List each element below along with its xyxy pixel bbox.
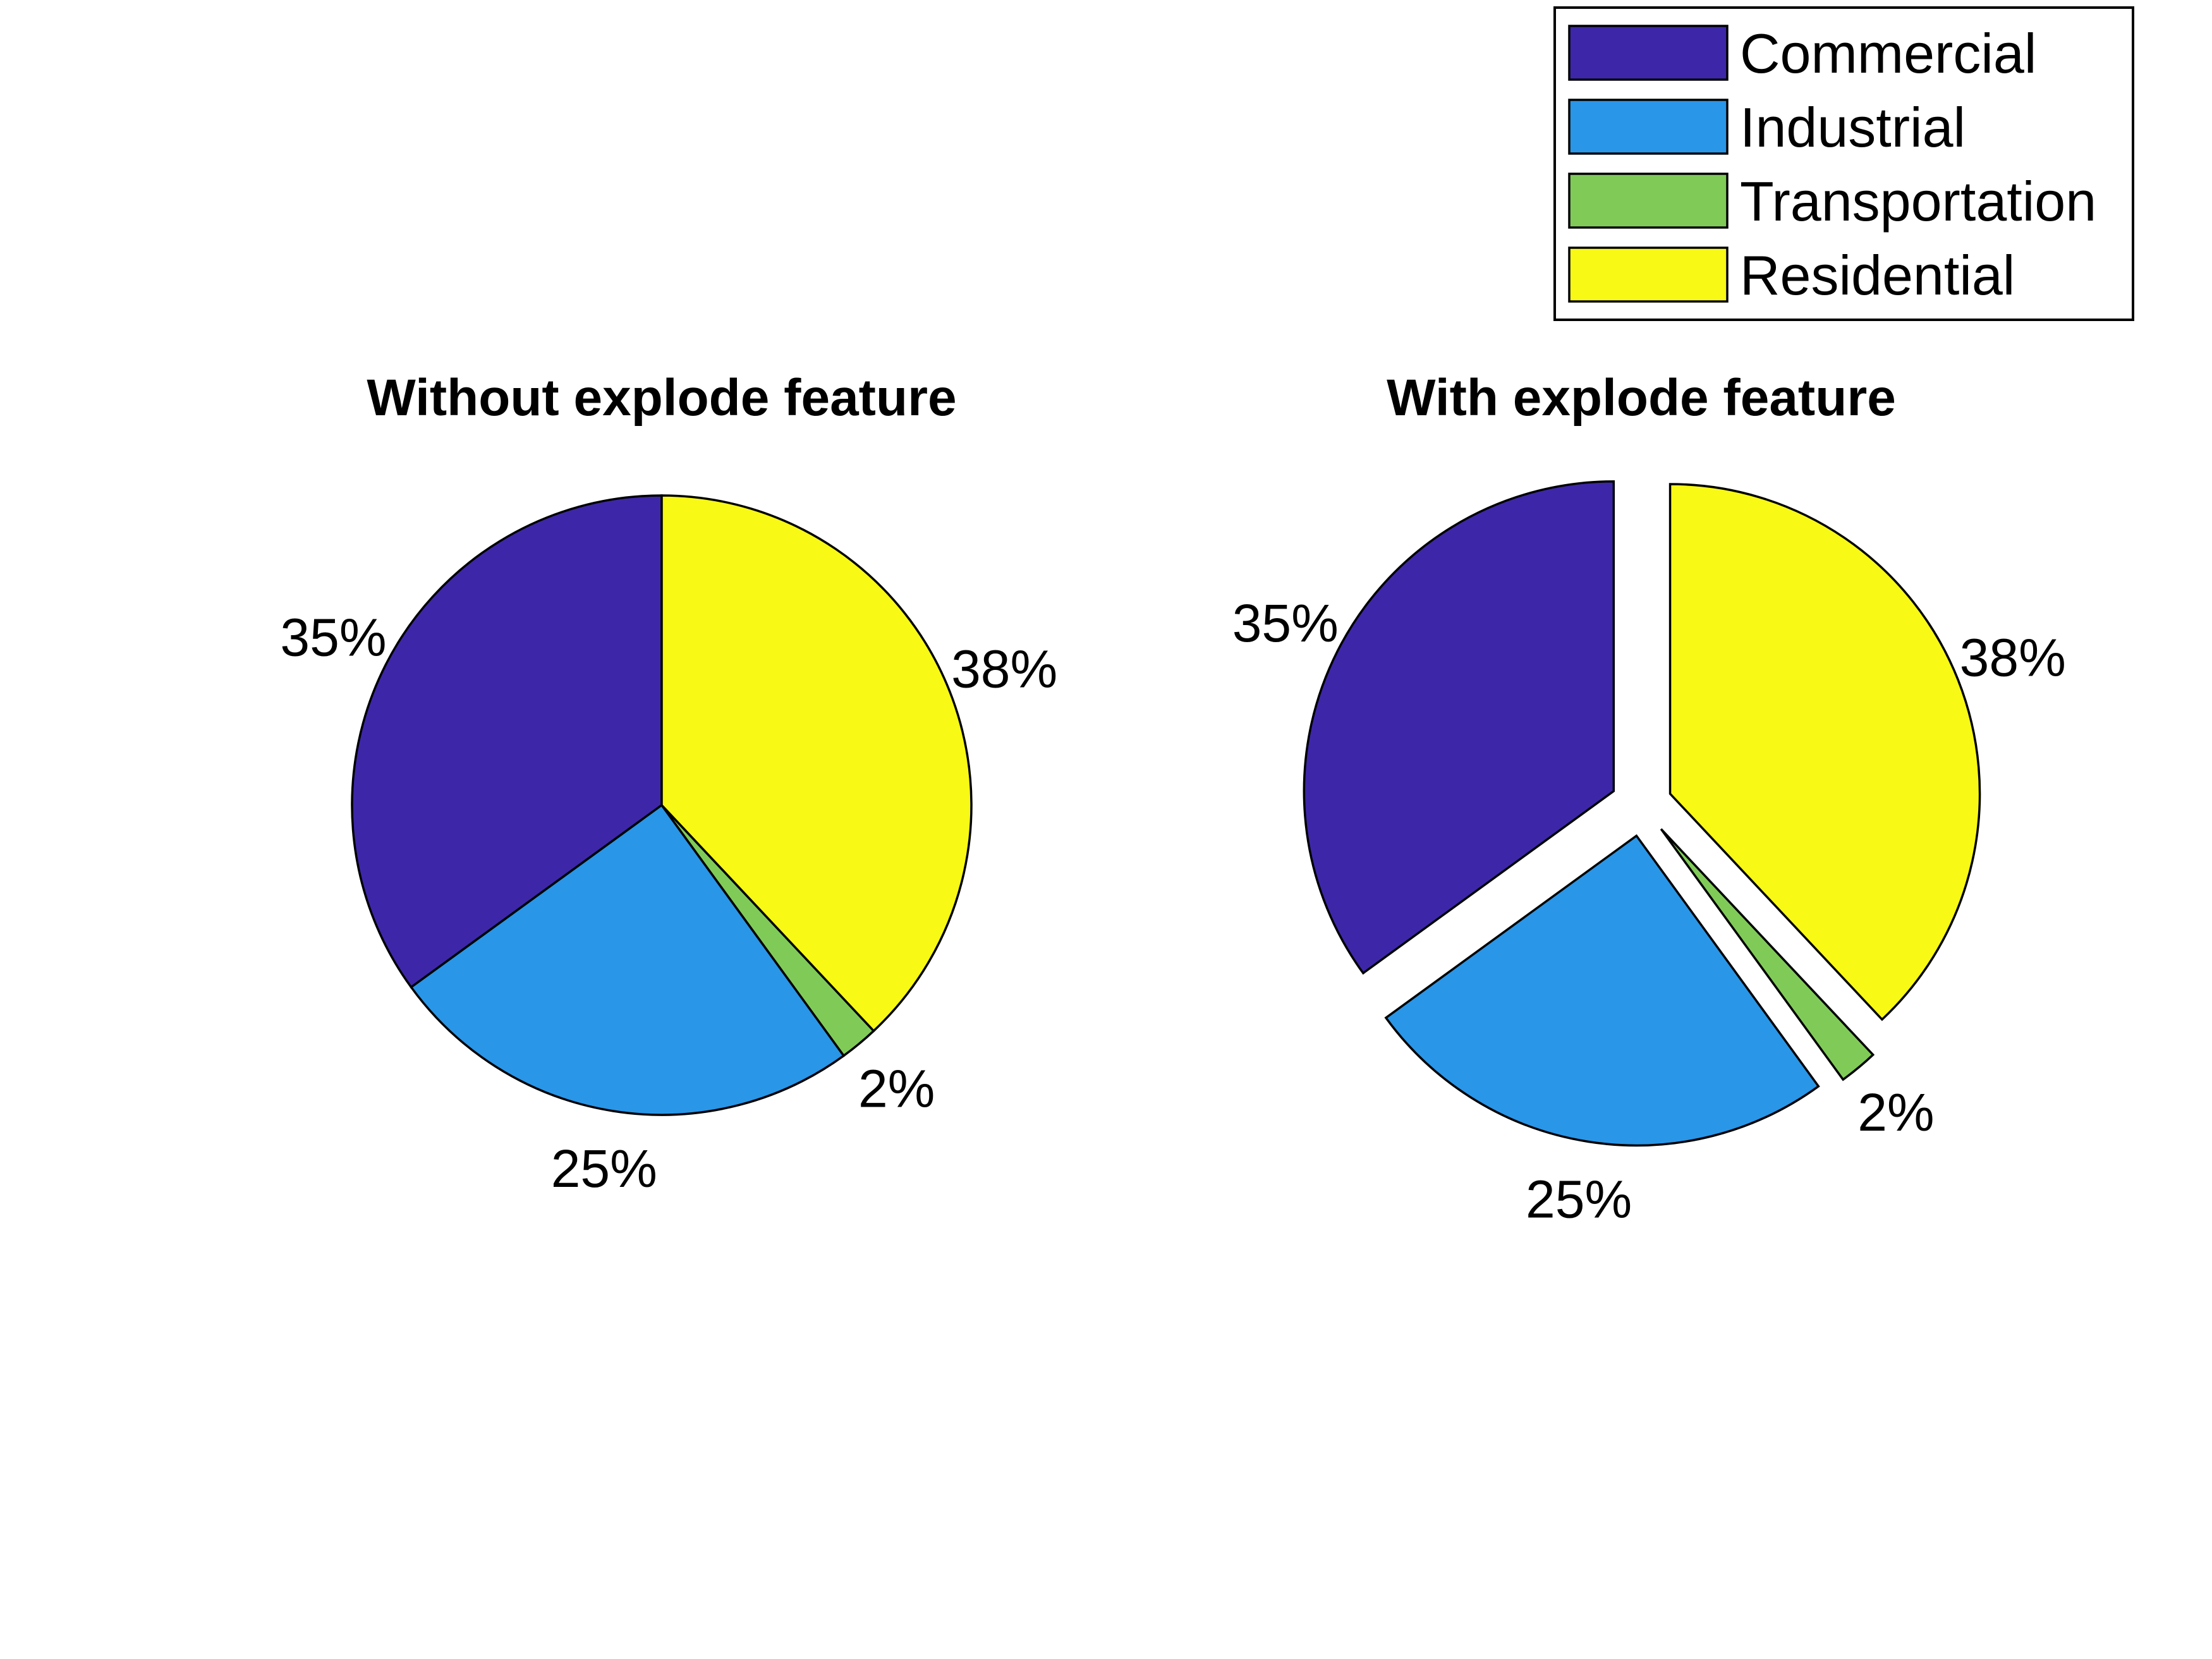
pie-label-residential: 38% (951, 639, 1057, 698)
chart-title-with-explode: With explode feature (1387, 369, 1896, 427)
pie-slice-commercial (351, 494, 663, 989)
pie-label-residential: 38% (1960, 628, 2066, 687)
legend-label-residential: Residential (1740, 244, 2015, 307)
legend-swatch-commercial (1568, 25, 1729, 81)
pie-labels-with-explode: 35% 25% 2% 38% (1232, 593, 2066, 1229)
legend: Commercial Industrial Transportation Res… (1553, 6, 2134, 321)
pie-label-transportation: 2% (1857, 1083, 1934, 1142)
legend-label-transportation: Transportation (1740, 170, 2096, 233)
legend-label-industrial: Industrial (1740, 96, 1966, 159)
pie-label-transportation: 2% (858, 1059, 935, 1118)
pie-slices-without-explode (351, 494, 973, 1116)
pie-slice-commercial (1303, 480, 1615, 975)
pie-slice-residential (1668, 483, 1981, 1021)
legend-swatch-residential (1568, 246, 1729, 303)
chart-title-without-explode: Without explode feature (367, 369, 956, 427)
legend-swatch-industrial (1568, 99, 1729, 155)
pie-chart-with-explode: With explode feature 35% 25% 2% 38% (1232, 369, 2066, 1229)
pie-chart-without-explode: Without explode feature 35% 25% 2% 38% (280, 369, 1057, 1198)
pie-slice-transportation (1660, 828, 1875, 1081)
pie-slice-industrial (1384, 834, 1820, 1147)
pie-label-industrial: 25% (1526, 1169, 1632, 1229)
pie-slices-with-explode (1303, 480, 1981, 1147)
legend-label-commercial: Commercial (1740, 22, 2036, 85)
pie-slice-industrial (410, 803, 846, 1116)
pie-label-commercial: 35% (1232, 593, 1339, 653)
pie-label-industrial: 25% (551, 1139, 657, 1198)
legend-swatch-transportation (1568, 173, 1729, 229)
pie-slice-residential (660, 494, 973, 1033)
pie-labels-without-explode: 35% 25% 2% 38% (280, 607, 1057, 1198)
pie-label-commercial: 35% (280, 607, 386, 667)
